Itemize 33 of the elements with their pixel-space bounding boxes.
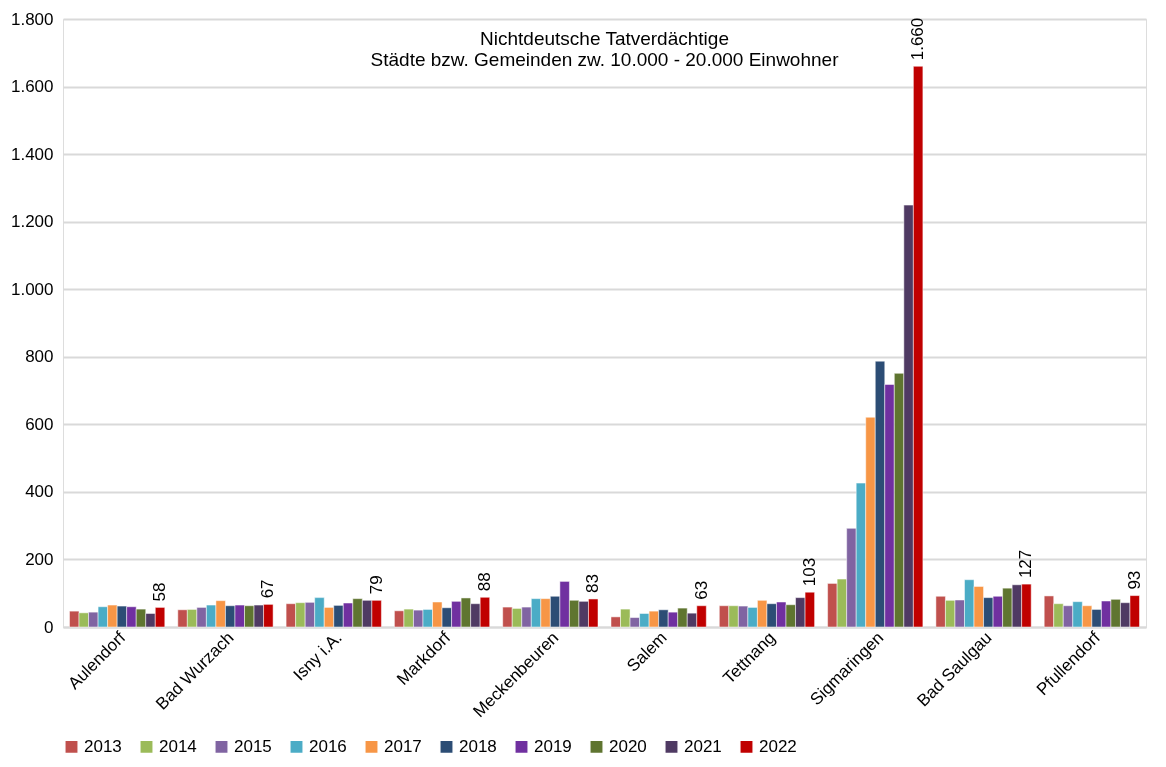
y-tick-label: 1.600 <box>10 77 54 97</box>
data-label: 79 <box>366 575 386 595</box>
y-tick-label: 1.200 <box>10 212 54 232</box>
data-label: 83 <box>583 574 603 593</box>
legend-label: 2022 <box>759 736 797 756</box>
y-tick-label: 200 <box>25 549 54 569</box>
y-tick-label: 0 <box>44 617 54 637</box>
data-label: 58 <box>150 582 170 602</box>
y-tick-label: 800 <box>25 347 54 367</box>
y-tick-label: 1.800 <box>10 9 54 29</box>
y-tick-label: 1.400 <box>10 144 54 164</box>
data-label: 63 <box>691 580 711 600</box>
data-label: 103 <box>799 557 819 587</box>
text: Nichtdeutsche Tatverdächtige <box>480 28 729 49</box>
legend-label: 2013 <box>84 736 122 756</box>
x-tick-label: Isny i.A. <box>289 628 346 685</box>
legend-label: 2019 <box>534 736 572 756</box>
text: Städte bzw. Gemeinden zw. 10.000 - 20.000 Einwohner <box>370 49 839 70</box>
legend-label: 2014 <box>159 736 197 756</box>
y-tick-label: 400 <box>25 482 54 502</box>
legend-label: 2020 <box>609 736 647 756</box>
data-label: 93 <box>1124 570 1144 590</box>
data-label: 67 <box>258 579 278 599</box>
data-label: 127 <box>1016 549 1036 579</box>
legend-label: 2015 <box>234 736 272 756</box>
data-label: 88 <box>474 572 494 592</box>
data-label: 1.660 <box>908 17 928 61</box>
legend-label: 2021 <box>684 736 722 756</box>
y-tick-label: 1.000 <box>10 279 54 299</box>
legend-label: 2016 <box>309 736 347 756</box>
legend-label: 2017 <box>384 736 422 756</box>
legend-label: 2018 <box>459 736 497 756</box>
y-tick-label: 600 <box>25 414 54 434</box>
